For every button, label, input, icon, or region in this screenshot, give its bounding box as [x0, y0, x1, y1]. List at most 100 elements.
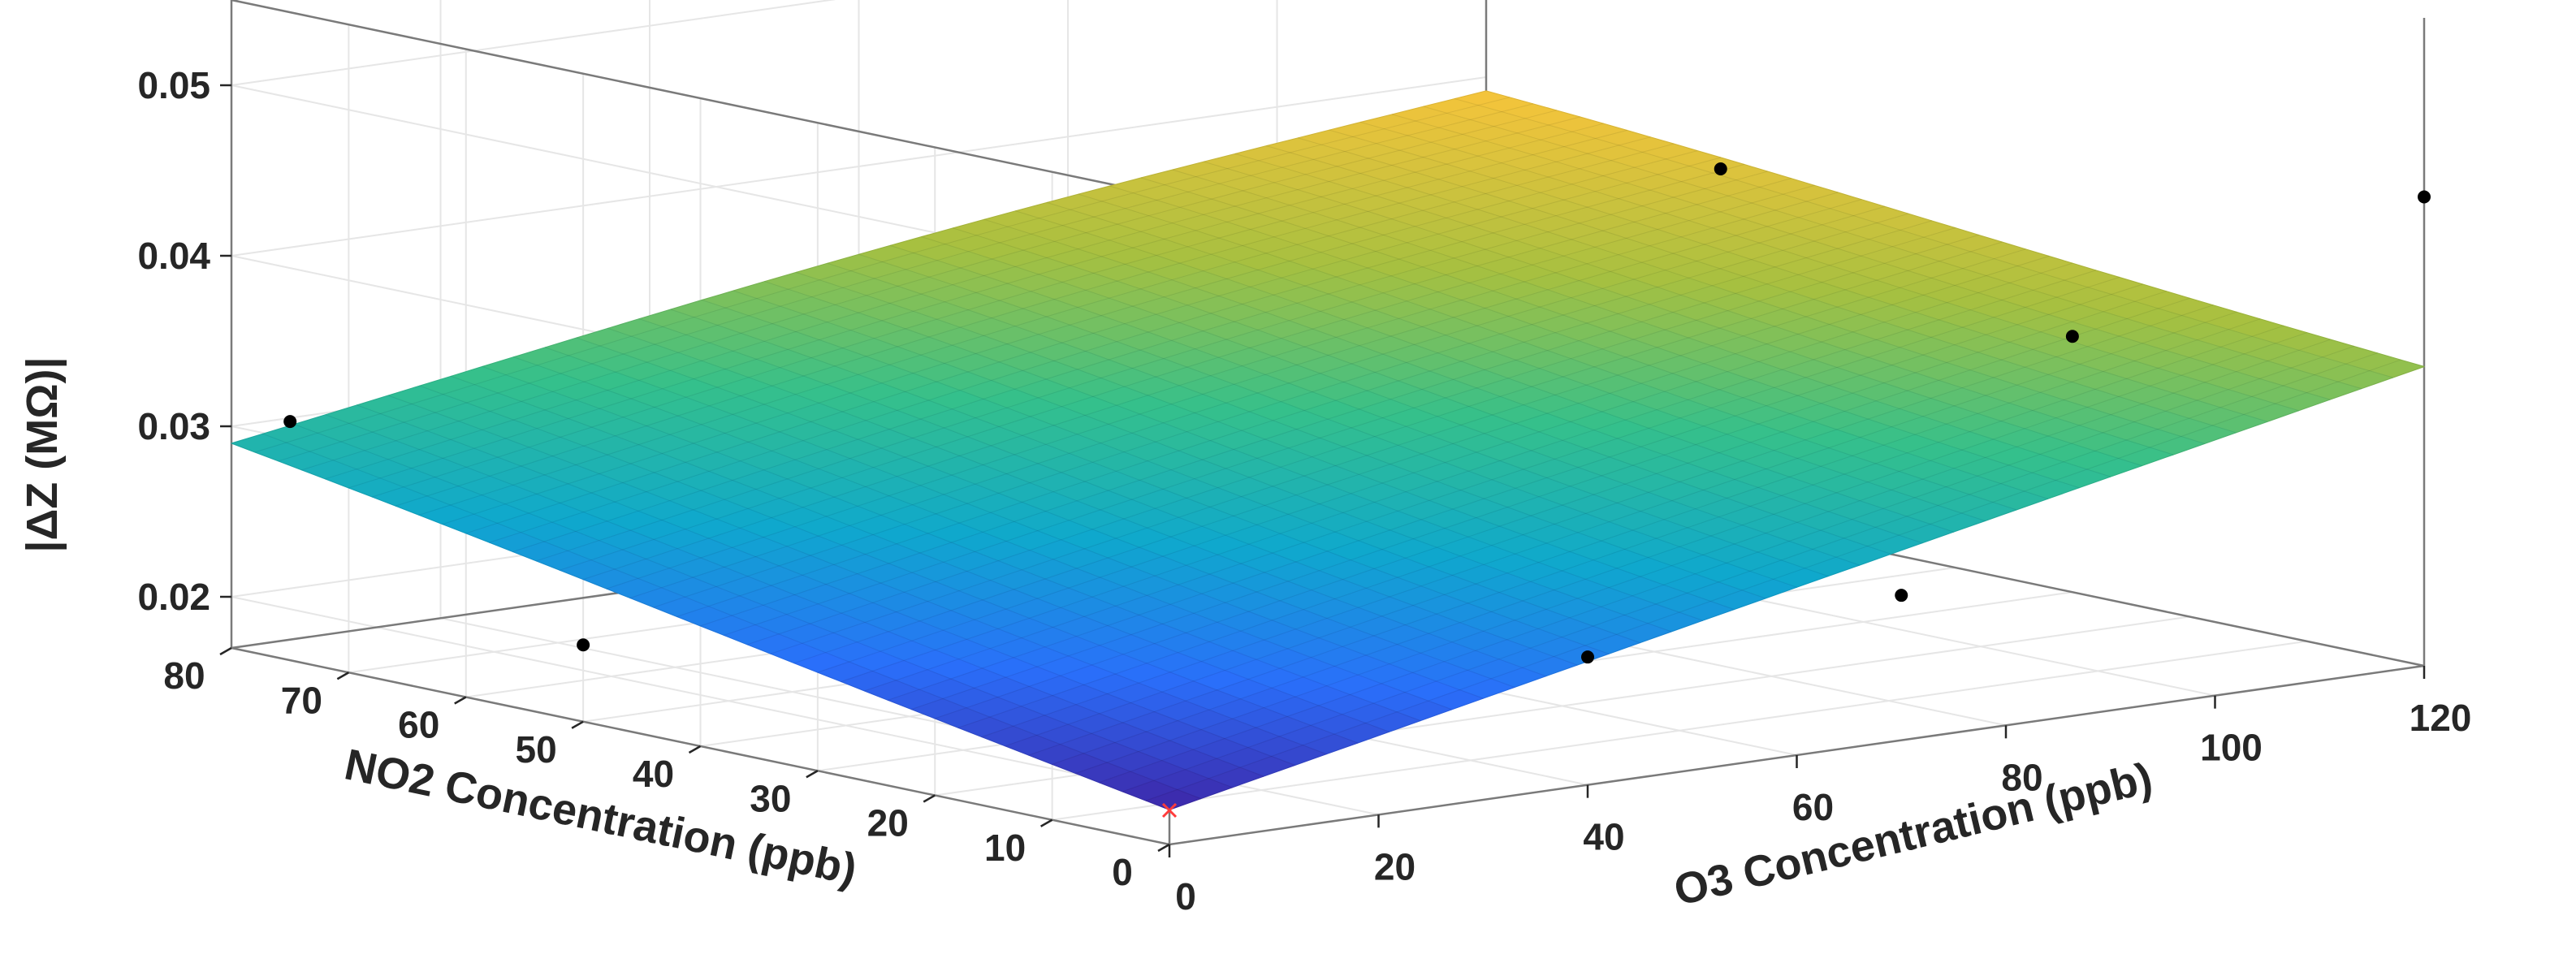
- surface-mesh-line: [231, 90, 1487, 444]
- surface-mesh-line: [536, 178, 1792, 562]
- surface-mesh-line: [670, 309, 1609, 654]
- surface-mesh-line: [254, 97, 1511, 453]
- surface-mesh-line: [957, 304, 2214, 728]
- y-tick-mark: [1157, 843, 1170, 853]
- surface-mesh-line: [387, 395, 1327, 755]
- x-tick-label: 20: [1374, 845, 1416, 887]
- surface-mesh-line: [1360, 122, 2299, 412]
- data-point: [283, 415, 297, 429]
- surface-mesh-line: [1423, 106, 2362, 390]
- surface-mesh-line: [262, 433, 1201, 800]
- y-tick-label: 30: [750, 777, 791, 819]
- surface-mesh-line: [512, 171, 1768, 552]
- surface-mesh-line: [1028, 325, 2284, 756]
- surface-mesh-line: [733, 290, 1672, 633]
- y-tick-label: 70: [281, 679, 322, 721]
- surface-mesh-line: [278, 103, 1533, 462]
- surface-mesh-line: [325, 414, 1264, 777]
- surface-patch: [1145, 788, 1202, 810]
- surface-mesh-line: [606, 199, 1862, 589]
- y-tick-mark: [454, 696, 467, 705]
- surface-mesh-line: [607, 327, 1546, 677]
- surface-mesh-line: [1169, 366, 2425, 810]
- surface-mesh-line: [702, 300, 1640, 644]
- excluded-point-stroke: [1161, 802, 1178, 818]
- surface-mesh-line: [442, 150, 1698, 525]
- y-tick-label: 50: [516, 728, 557, 771]
- y-tick-mark: [923, 794, 936, 803]
- y-tick-mark: [1040, 818, 1053, 827]
- z-tick-label: 0.02: [137, 576, 210, 618]
- surface-mesh-line: [395, 136, 1651, 507]
- surface-mesh-line: [1204, 161, 2142, 466]
- surface-mesh-line: [983, 218, 1923, 544]
- data-point: [1714, 162, 1727, 175]
- x-axis-title: O3 Concentration (ppb): [1670, 754, 2157, 915]
- surface-mesh-line: [817, 262, 2073, 673]
- floor-grid-line: [1052, 640, 2307, 821]
- surface-mesh-line: [1485, 90, 2425, 367]
- surface-mesh-line: [858, 253, 1797, 588]
- y-tick-mark: [336, 672, 349, 680]
- surface-mesh-line: [1145, 359, 2401, 801]
- surface-mesh-line: [1454, 98, 2393, 378]
- z-tick-label: 0.04: [137, 235, 210, 277]
- data-point: [2065, 330, 2079, 343]
- ticks-layer: 0 20 40 60 80 100 120 0 10 20 30 40 50 60 70 80 0.02 0.03…: [137, 64, 2471, 918]
- y-tick-label: 80: [163, 654, 205, 697]
- surface-mesh-line: [1122, 352, 2378, 792]
- z-axis-title: |ΔZ (MΩ)|: [18, 356, 67, 552]
- surface-mesh-line: [325, 116, 1580, 480]
- surface-mesh-line: [451, 375, 1390, 732]
- surface-mesh-line: [1047, 202, 1986, 521]
- wall-grid-line: [231, 596, 1170, 794]
- surface-mesh-line: [357, 404, 1295, 766]
- x-tick-label: 100: [2200, 727, 2263, 769]
- surface-mesh-line: [1052, 332, 2307, 765]
- data-point: [577, 638, 590, 652]
- data-point: [1581, 650, 1594, 664]
- surface-mesh-line: [629, 205, 1886, 598]
- surface-mesh-line: [764, 281, 1703, 621]
- surface-mesh-line: [1109, 185, 2048, 499]
- surface-mesh-line: [1391, 114, 2331, 400]
- y-tick-label: 20: [867, 802, 909, 844]
- surface-mesh-line: [1266, 145, 2205, 444]
- wall-grid-line: [231, 0, 836, 86]
- x-tick-label: 80: [2001, 756, 2042, 798]
- surface-mesh-line: [724, 234, 1979, 636]
- x-tick-label: 120: [2410, 697, 2472, 739]
- surface-mesh-line: [889, 244, 1829, 577]
- surface-mesh-line: [638, 318, 1578, 666]
- surface-mesh-line: [921, 236, 1860, 566]
- x-tick-label: 60: [1792, 786, 1834, 828]
- surface-mesh-line: [465, 157, 1721, 534]
- y-tick-label: 40: [633, 753, 674, 795]
- x-tick-label: 40: [1583, 816, 1624, 858]
- surface-mesh-line: [489, 164, 1744, 543]
- surface-mesh-line: [653, 213, 1908, 608]
- x-tick-label: 0: [1175, 875, 1196, 918]
- surface-mesh-line: [796, 272, 1735, 611]
- surface-mesh-line: [418, 143, 1675, 516]
- data-point: [2418, 190, 2431, 204]
- y-tick-mark: [571, 720, 584, 729]
- surface-mesh-line: [545, 347, 1484, 699]
- surface-mesh-line: [301, 110, 1557, 471]
- surface-layer: [231, 90, 2425, 810]
- y-tick-label: 10: [984, 827, 1026, 869]
- surface-mesh-line: [348, 123, 1604, 489]
- surface-mesh-line: [1075, 339, 2331, 774]
- surface-mesh-line: [582, 192, 1839, 581]
- surface-mesh-line: [1329, 129, 2268, 422]
- surface-mesh-line: [1078, 193, 2017, 511]
- surface-mesh-line: [231, 443, 1170, 810]
- surface-mesh-line: [935, 297, 2190, 719]
- surface-mesh-line: [827, 262, 1766, 599]
- surface-mesh-line: [770, 248, 2026, 654]
- surface-mesh-line: [981, 311, 2237, 738]
- surface-mesh-line: [482, 366, 1421, 722]
- wall-grid-line: [231, 76, 1487, 257]
- surface-mesh-line: [953, 227, 1891, 555]
